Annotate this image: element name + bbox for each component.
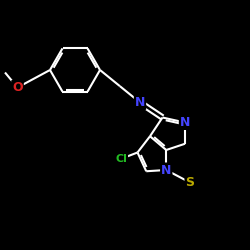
Text: N: N [161, 164, 172, 176]
Text: S: S [186, 176, 194, 189]
Text: Cl: Cl [115, 154, 127, 164]
Text: N: N [135, 96, 145, 109]
Text: N: N [180, 116, 190, 129]
Text: O: O [12, 81, 23, 94]
